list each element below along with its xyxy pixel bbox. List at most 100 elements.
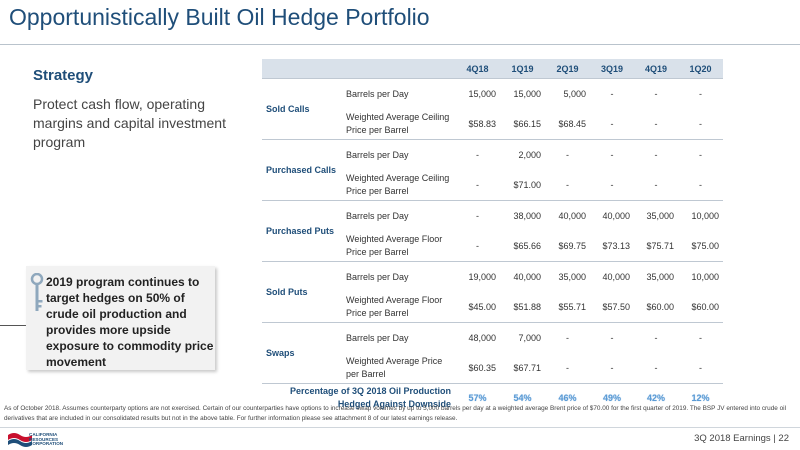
table-cell: - <box>455 200 500 231</box>
table-cell: - <box>699 180 702 190</box>
table-cell: $55.71 <box>558 302 586 312</box>
metric-label: Barrels per Day <box>342 200 455 231</box>
table-row: Weighted Average Ceiling Price per Barre… <box>262 170 723 201</box>
table-cell: - <box>610 363 614 373</box>
table-cell: $60.00 <box>691 302 719 312</box>
table-cell: - <box>678 322 723 353</box>
table-cell: - <box>678 78 723 109</box>
metric-label: Barrels per Day <box>342 261 455 292</box>
table-cell: 40,000 <box>500 261 545 292</box>
table-cell: - <box>545 139 590 170</box>
title-divider <box>0 44 800 45</box>
page-footer-label: 3Q 2018 Earnings | 22 <box>694 433 789 444</box>
key-icon <box>30 273 44 311</box>
left-divider <box>0 325 26 326</box>
table-row: Weighted Average Price per Barrel $60.35… <box>262 353 723 384</box>
table-cell: - <box>654 363 658 373</box>
table-cell: - <box>634 139 678 170</box>
table-cell: - <box>455 139 500 170</box>
logo-text: CALIFORNIA RESOURCES CORPORATION <box>29 432 64 447</box>
hedge-table: 4Q18 1Q19 2Q19 3Q19 4Q19 1Q20 Sold Calls… <box>262 59 723 412</box>
table-cell: - <box>476 241 479 251</box>
metric-label: Weighted Average Ceiling Price per Barre… <box>346 112 450 135</box>
table-cell: 40,000 <box>590 261 634 292</box>
percentage-cell: 49% <box>590 383 634 412</box>
table-cell: $67.71 <box>513 363 541 373</box>
page-title: Opportunistically Built Oil Hedge Portfo… <box>9 4 430 30</box>
footnote: As of October 2018. Assumes counterparty… <box>4 405 787 422</box>
strategy-heading: Strategy <box>33 67 94 84</box>
table-cell: 40,000 <box>545 200 590 231</box>
metric-label: Weighted Average Floor Price per Barrel <box>346 234 443 257</box>
table-row: Weighted Average Ceiling Price per Barre… <box>262 109 723 140</box>
table-cell: - <box>634 78 678 109</box>
table-cell: $45.00 <box>468 302 496 312</box>
table-cell: $75.00 <box>691 241 719 251</box>
metric-label: Weighted Average Floor Price per Barrel <box>346 295 443 318</box>
table-cell: - <box>634 322 678 353</box>
table-row: Swaps Barrels per Day 48,000 7,000 - - -… <box>262 322 723 384</box>
table-cell: $66.15 <box>513 119 541 129</box>
column-header: 3Q19 <box>590 59 634 79</box>
table-cell: $73.13 <box>602 241 630 251</box>
table-cell: - <box>610 180 614 190</box>
group-label: Purchased Calls <box>262 139 342 201</box>
table-bottom-rule <box>262 383 723 384</box>
callout-box: 2019 program continues to target hedges … <box>26 266 215 370</box>
table-row: Sold Calls Barrels per Day 15,000 15,000… <box>262 78 723 140</box>
table-cell: - <box>699 119 702 129</box>
table-cell: 15,000 <box>455 78 500 109</box>
table-cell: - <box>476 180 479 190</box>
column-header: 4Q19 <box>634 59 678 79</box>
table-cell: - <box>590 322 634 353</box>
table-row: Purchased Puts Barrels per Day - 38,000 … <box>262 200 723 262</box>
table-cell: $51.88 <box>513 302 541 312</box>
table-cell: 40,000 <box>590 200 634 231</box>
footer-divider <box>0 427 800 428</box>
table-cell: - <box>545 322 590 353</box>
table-cell: $68.45 <box>558 119 586 129</box>
column-header: 1Q19 <box>500 59 545 79</box>
table-cell: $58.83 <box>468 119 496 129</box>
strategy-text: Protect cash flow, operating margins and… <box>33 96 226 150</box>
table-cell: 7,000 <box>500 322 545 353</box>
metric-label: Weighted Average Price per Barrel <box>346 356 443 379</box>
table-cell: - <box>654 119 658 129</box>
table-cell: 15,000 <box>500 78 545 109</box>
metric-label: Barrels per Day <box>342 322 455 353</box>
table-cell: 19,000 <box>455 261 500 292</box>
column-header: 1Q20 <box>678 59 723 79</box>
table-cell: - <box>566 363 569 373</box>
table-cell: $60.35 <box>468 363 496 373</box>
table-cell: 38,000 <box>500 200 545 231</box>
percentage-cell: 12% <box>678 383 723 412</box>
group-label: Sold Calls <box>262 78 342 140</box>
company-logo <box>8 433 32 447</box>
table-cell: 35,000 <box>634 261 678 292</box>
table-row: Weighted Average Floor Price per Barrel … <box>262 231 723 262</box>
table-cell: - <box>610 119 614 129</box>
table-cell: $60.00 <box>646 302 674 312</box>
table-row: Weighted Average Floor Price per Barrel … <box>262 292 723 323</box>
table-cell: $75.71 <box>646 241 674 251</box>
table-cell: - <box>566 180 569 190</box>
metric-label: Weighted Average Ceiling Price per Barre… <box>346 173 450 196</box>
metric-label: Barrels per Day <box>342 139 455 170</box>
group-label: Purchased Puts <box>262 200 342 262</box>
metric-label: Barrels per Day <box>342 78 455 109</box>
group-label: Sold Puts <box>262 261 342 323</box>
table-cell: $71.00 <box>513 180 541 190</box>
callout-text: 2019 program continues to target hedges … <box>46 275 214 369</box>
table-cell: 48,000 <box>455 322 500 353</box>
table-cell: 35,000 <box>634 200 678 231</box>
group-label: Swaps <box>262 322 342 384</box>
table-cell: - <box>590 139 634 170</box>
table-cell: - <box>699 363 702 373</box>
table-cell: $57.50 <box>602 302 630 312</box>
table-cell: 10,000 <box>678 261 723 292</box>
table-cell: $69.75 <box>558 241 586 251</box>
table-cell: 35,000 <box>545 261 590 292</box>
column-header: 4Q18 <box>455 59 500 79</box>
table-cell: $65.66 <box>513 241 541 251</box>
table-cell: - <box>654 180 658 190</box>
